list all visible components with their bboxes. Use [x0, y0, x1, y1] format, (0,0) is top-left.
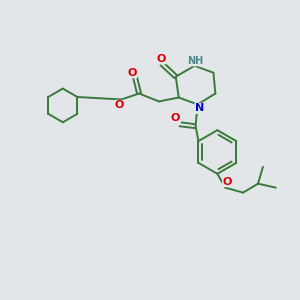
Text: O: O — [223, 177, 232, 187]
Text: NH: NH — [188, 56, 204, 66]
Text: O: O — [156, 54, 166, 64]
Text: N: N — [195, 103, 204, 113]
Text: O: O — [128, 68, 137, 78]
Text: O: O — [115, 100, 124, 110]
Text: O: O — [170, 113, 179, 123]
